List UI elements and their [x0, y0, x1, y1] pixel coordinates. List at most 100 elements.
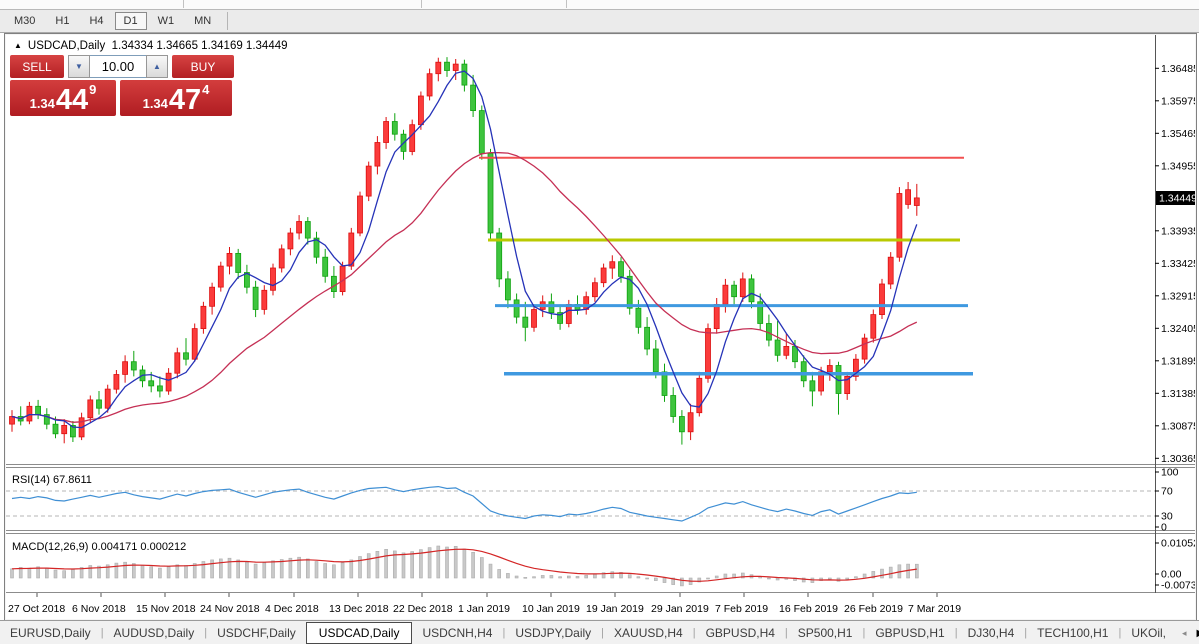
symbol-tab-sp500-h1[interactable]: SP500,H1 — [797, 626, 853, 640]
rsi-tick-label: 30 — [1161, 511, 1173, 523]
symbol-tab-usdcad-daily[interactable]: USDCAD,Daily — [305, 621, 413, 644]
tab-separator: | — [601, 627, 605, 639]
symbol-tab-tech100-h1[interactable]: TECH100,H1 — [1037, 626, 1109, 640]
buy-button[interactable]: BUY — [172, 55, 234, 78]
chart-title: ▲ USDCAD,Daily 1.34334 1.34665 1.34169 1.… — [14, 40, 288, 52]
price-tick-label: 1.32915 — [1161, 290, 1195, 302]
slow-ma-line[interactable] — [11, 151, 918, 423]
symbol-tab-audusd-daily[interactable]: AUDUSD,Daily — [113, 626, 195, 640]
date-label: 19 Jan 2019 — [586, 603, 644, 615]
price-tick-label: 1.30875 — [1161, 420, 1195, 432]
tab-scroll-right-icon[interactable]: ▶ — [1193, 628, 1199, 639]
price-tick-label: 1.33425 — [1161, 258, 1195, 270]
date-label: 4 Dec 2018 — [265, 603, 319, 615]
symbol-tab-usdjpy-daily[interactable]: USDJPY,Daily — [515, 626, 592, 640]
current-price-tag — [1156, 191, 1195, 205]
one-click-trade-panel: SELL ▼ 10.00 ▲ BUY 1.34 44 9 1.34 47 4 — [10, 55, 236, 116]
tab-separator: | — [100, 627, 104, 639]
date-label: 10 Jan 2019 — [522, 603, 580, 615]
tab-separator: | — [1118, 627, 1122, 639]
tab-separator: | — [502, 627, 506, 639]
sell-button[interactable]: SELL — [10, 55, 64, 78]
current-price-label: 1.34449 — [1159, 193, 1195, 205]
date-label: 7 Feb 2019 — [715, 603, 768, 615]
rsi-tick-label: 100 — [1161, 467, 1179, 479]
price-tick-label: 1.31895 — [1161, 355, 1195, 367]
chart-title-symbol: USDCAD,Daily — [27, 40, 106, 52]
timeframe-tab-mn[interactable]: MN — [194, 15, 212, 27]
symbol-tab-xauusd-h4[interactable]: XAUUSD,H4 — [614, 626, 683, 640]
rsi-line[interactable] — [11, 485, 917, 522]
timeframe-bar: M30 H1 H4 D1 W1 MN — [0, 10, 1199, 33]
candles-group[interactable] — [9, 57, 920, 445]
symbol-tab-ukoil[interactable]: UKOil, — [1131, 626, 1167, 640]
macd-signal-line[interactable] — [11, 548, 917, 582]
price-tick-label: 1.36485 — [1161, 63, 1195, 75]
date-label: 1 Jan 2019 — [458, 603, 510, 615]
tab-separator: | — [954, 627, 958, 639]
tab-separator: | — [692, 627, 696, 639]
buy-price-main: 47 — [168, 84, 202, 116]
macd-tick-label: 0.010525 — [1161, 538, 1195, 550]
collapse-triangle-icon[interactable]: ▲ — [14, 41, 22, 50]
date-label: 7 Mar 2019 — [908, 603, 961, 615]
price-tick-label: 1.32405 — [1161, 323, 1195, 335]
chart-window: 1.36485 1.35975 1.35465 1.34955 1.33935 1.334… — [4, 33, 1197, 621]
date-label: 24 Nov 2018 — [200, 603, 260, 615]
fast-ma-line[interactable] — [11, 70, 918, 429]
timeframe-tab-h1[interactable]: H1 — [55, 15, 70, 27]
date-label: 16 Feb 2019 — [779, 603, 838, 615]
tab-separator: | — [1024, 627, 1028, 639]
date-label: 13 Dec 2018 — [329, 603, 389, 615]
price-tick-label: 1.34955 — [1161, 160, 1195, 172]
symbol-tab-gbpusd-h1[interactable]: GBPUSD,H1 — [875, 626, 945, 640]
price-tick-label: 1.33935 — [1161, 225, 1195, 237]
symbol-tab-eurusd-daily[interactable]: EURUSD,Daily — [10, 626, 91, 640]
macd-histogram — [10, 545, 919, 587]
symbol-tab-usdcnh-h4[interactable]: USDCNH,H4 — [422, 626, 493, 640]
sell-price-button[interactable]: 1.34 44 9 — [10, 80, 116, 116]
toolbar-separator — [421, 0, 422, 8]
buy-price-pip: 4 — [202, 82, 210, 97]
timeframe-tab-m30[interactable]: M30 — [14, 15, 36, 27]
symbol-tab-usdchf-daily[interactable]: USDCHF,Daily — [217, 626, 296, 640]
macd-tick-label: -0.0073 — [1161, 580, 1195, 592]
date-label: 26 Feb 2019 — [844, 603, 903, 615]
timeframe-tab-w1[interactable]: W1 — [157, 15, 175, 27]
sell-price-main: 44 — [55, 84, 89, 116]
volume-increase-button[interactable]: ▲ — [146, 55, 168, 78]
toolbar-separator — [566, 0, 567, 8]
tab-separator: | — [784, 627, 788, 639]
sell-price-prefix: 1.34 — [29, 96, 55, 111]
sell-price-pip: 9 — [89, 82, 97, 97]
toolbar-edge — [0, 0, 1199, 10]
tab-separator: | — [204, 627, 208, 639]
price-tick-label: 1.30365 — [1161, 453, 1195, 465]
rsi-tick-label: 70 — [1161, 486, 1173, 498]
volume-decrease-button[interactable]: ▼ — [68, 55, 90, 78]
symbol-tab-dj30-h4[interactable]: DJ30,H4 — [967, 626, 1015, 640]
tab-scroll-left-icon[interactable]: ◂ — [1182, 627, 1187, 638]
timeframe-tab-d1[interactable]: D1 — [114, 12, 147, 30]
price-tick-label: 1.35975 — [1161, 95, 1195, 107]
symbol-tab-gbpusd-h4[interactable]: GBPUSD,H4 — [705, 626, 775, 640]
date-label: 15 Nov 2018 — [136, 603, 196, 615]
date-label: 6 Nov 2018 — [72, 603, 126, 615]
chart-title-ohlc: 1.34334 1.34665 1.34169 1.34449 — [111, 40, 288, 52]
volume-spinner: ▼ 10.00 ▲ — [68, 55, 168, 78]
timeframe-tab-h4[interactable]: H4 — [89, 15, 104, 27]
chart-background — [6, 35, 1195, 619]
tab-separator: | — [862, 627, 866, 639]
chart-canvas[interactable]: 1.36485 1.35975 1.35465 1.34955 1.33935 1.334… — [6, 35, 1195, 619]
price-tick-label: 1.31385 — [1161, 388, 1195, 400]
date-label: 22 Dec 2018 — [393, 603, 453, 615]
symbol-tab-bar: EURUSD,Daily | AUDUSD,Daily | USDCHF,Daily US… — [0, 620, 1199, 644]
price-tick-label: 1.35465 — [1161, 128, 1195, 140]
rsi-tick-label: 0 — [1161, 522, 1167, 534]
macd-tick-label: 0.00 — [1161, 569, 1182, 581]
timeframe-tabs: M30 H1 H4 D1 W1 MN — [4, 10, 229, 32]
volume-input[interactable]: 10.00 — [90, 55, 146, 78]
toolbar-separator — [183, 0, 184, 8]
buy-price-button[interactable]: 1.34 47 4 — [120, 80, 232, 116]
